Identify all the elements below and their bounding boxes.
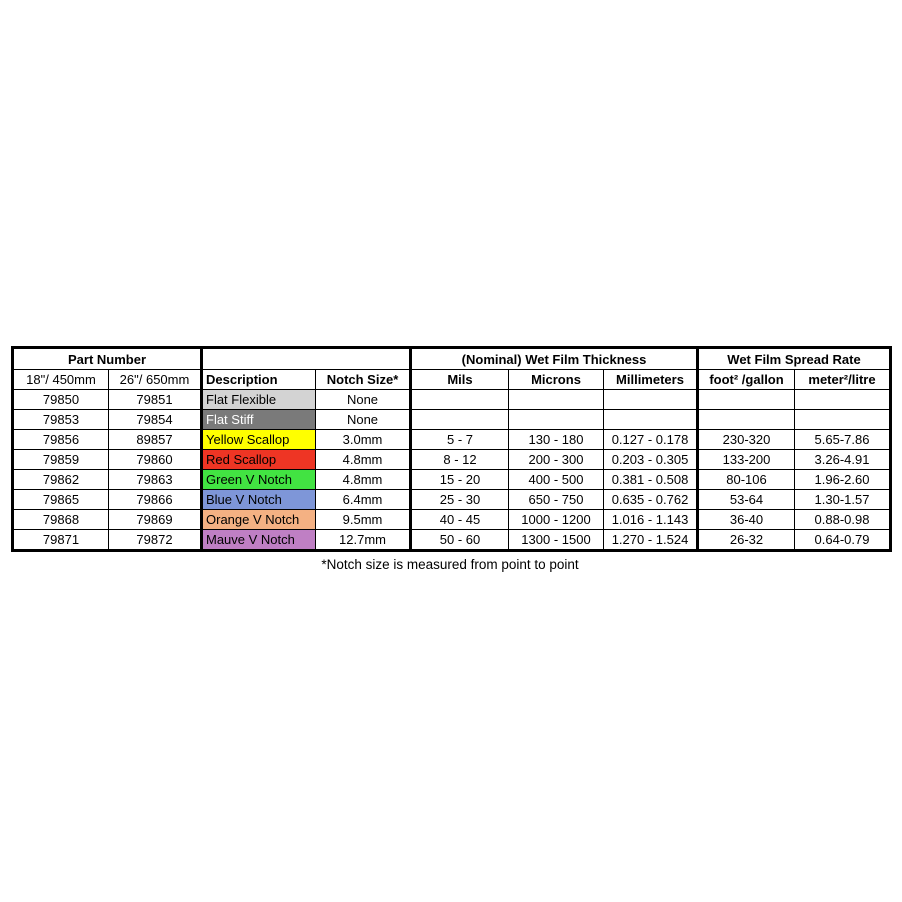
millimeters-cell: 0.203 - 0.305 [603,449,698,470]
foot2-gallon-cell: 133-200 [696,449,795,470]
notch-size-cell: 4.8mm [315,469,411,490]
notch-size-cell: 9.5mm [315,509,411,530]
notch-spec-table: Part Number (Nominal) Wet Film Thickness… [11,346,892,552]
microns-cell: 200 - 300 [508,449,604,470]
foot2-gallon-cell: 53-64 [696,489,795,510]
part-number-18-cell: 79853 [12,409,109,430]
column-header-millimeters: Millimeters [603,369,698,390]
table-row: 79871 79872 Mauve V Notch 12.7mm 50 - 60 1300… [12,529,891,551]
table-row: 79868 79869 Orange V Notch 9.5mm 40 - 45 1000… [12,509,891,530]
microns-cell [508,409,604,430]
microns-cell: 400 - 500 [508,469,604,490]
column-header-26in: 26"/ 650mm [108,369,202,390]
description-cell: Mauve V Notch [200,529,316,551]
column-header-foot2-gallon: foot² /gallon [696,369,795,390]
part-number-26-cell: 79869 [108,509,202,530]
description-cell: Flat Stiff [200,409,316,430]
part-number-26-cell: 89857 [108,429,202,450]
mils-cell: 50 - 60 [409,529,509,551]
description-cell: Orange V Notch [200,509,316,530]
millimeters-cell: 1.270 - 1.524 [603,529,698,551]
column-header-18in: 18"/ 450mm [12,369,109,390]
part-number-26-cell: 79872 [108,529,202,551]
foot2-gallon-cell: 80-106 [696,469,795,490]
part-number-26-cell: 79860 [108,449,202,470]
notch-size-cell: 6.4mm [315,489,411,510]
millimeters-cell [603,409,698,430]
mils-cell: 25 - 30 [409,489,509,510]
notch-size-cell: 3.0mm [315,429,411,450]
column-header-description: Description [200,369,316,390]
table-row: 79856 89857 Yellow Scallop 3.0mm 5 - 7 130 - … [12,429,891,450]
group-header-wet-film-thickness: (Nominal) Wet Film Thickness [409,347,698,370]
mils-cell: 5 - 7 [409,429,509,450]
table-row: 79859 79860 Red Scallop 4.8mm 8 - 12 200 - 30… [12,449,891,470]
description-cell: Green V Notch [200,469,316,490]
meter2-litre-cell: 0.88-0.98 [794,509,891,530]
mils-cell: 40 - 45 [409,509,509,530]
mils-cell [409,389,509,410]
table-row: 79850 79851 Flat Flexible None [12,389,891,410]
group-header-row: Part Number (Nominal) Wet Film Thickness… [12,347,891,370]
meter2-litre-cell: 0.64-0.79 [794,529,891,551]
millimeters-cell: 0.127 - 0.178 [603,429,698,450]
meter2-litre-cell: 1.30-1.57 [794,489,891,510]
part-number-26-cell: 79851 [108,389,202,410]
foot2-gallon-cell [696,409,795,430]
notch-size-cell: 4.8mm [315,449,411,470]
meter2-litre-cell: 3.26-4.91 [794,449,891,470]
foot2-gallon-cell: 26-32 [696,529,795,551]
notch-size-cell: None [315,389,411,410]
foot2-gallon-cell: 36-40 [696,509,795,530]
meter2-litre-cell [794,389,891,410]
description-cell: Yellow Scallop [200,429,316,450]
mils-cell: 8 - 12 [409,449,509,470]
table-row: 79865 79866 Blue V Notch 6.4mm 25 - 30 650 - … [12,489,891,510]
part-number-26-cell: 79866 [108,489,202,510]
description-cell: Red Scallop [200,449,316,470]
table-row: 79862 79863 Green V Notch 4.8mm 15 - 20 400 -… [12,469,891,490]
part-number-26-cell: 79854 [108,409,202,430]
part-number-18-cell: 79868 [12,509,109,530]
meter2-litre-cell: 5.65-7.86 [794,429,891,450]
microns-cell: 130 - 180 [508,429,604,450]
microns-cell: 1000 - 1200 [508,509,604,530]
part-number-18-cell: 79850 [12,389,109,410]
part-number-18-cell: 79865 [12,489,109,510]
millimeters-cell: 1.016 - 1.143 [603,509,698,530]
notch-size-cell: 12.7mm [315,529,411,551]
foot2-gallon-cell: 230-320 [696,429,795,450]
part-number-26-cell: 79863 [108,469,202,490]
meter2-litre-cell: 1.96-2.60 [794,469,891,490]
part-number-18-cell: 79856 [12,429,109,450]
description-cell: Flat Flexible [200,389,316,410]
meter2-litre-cell [794,409,891,430]
microns-cell: 650 - 750 [508,489,604,510]
column-header-meter2-litre: meter²/litre [794,369,891,390]
column-header-notch-size: Notch Size* [315,369,411,390]
mils-cell [409,409,509,430]
foot2-gallon-cell [696,389,795,410]
microns-cell: 1300 - 1500 [508,529,604,551]
part-number-18-cell: 79862 [12,469,109,490]
millimeters-cell [603,389,698,410]
microns-cell [508,389,604,410]
table-row: 79853 79854 Flat Stiff None [12,409,891,430]
millimeters-cell: 0.635 - 0.762 [603,489,698,510]
part-number-18-cell: 79859 [12,449,109,470]
notch-size-cell: None [315,409,411,430]
spec-sheet: Part Number (Nominal) Wet Film Thickness… [11,346,892,572]
table-body: 79850 79851 Flat Flexible None 79853 79854 Fla… [12,389,891,551]
mils-cell: 15 - 20 [409,469,509,490]
footnote: *Notch size is measured from point to po… [321,557,579,572]
column-header-microns: Microns [508,369,604,390]
part-number-18-cell: 79871 [12,529,109,551]
group-header-spread-rate: Wet Film Spread Rate [696,347,891,370]
group-header-part-number: Part Number [12,347,202,370]
millimeters-cell: 0.381 - 0.508 [603,469,698,490]
column-header-mils: Mils [409,369,509,390]
column-header-row: 18"/ 450mm 26"/ 650mm Description Notch … [12,369,891,390]
group-header-empty [200,347,411,370]
description-cell: Blue V Notch [200,489,316,510]
